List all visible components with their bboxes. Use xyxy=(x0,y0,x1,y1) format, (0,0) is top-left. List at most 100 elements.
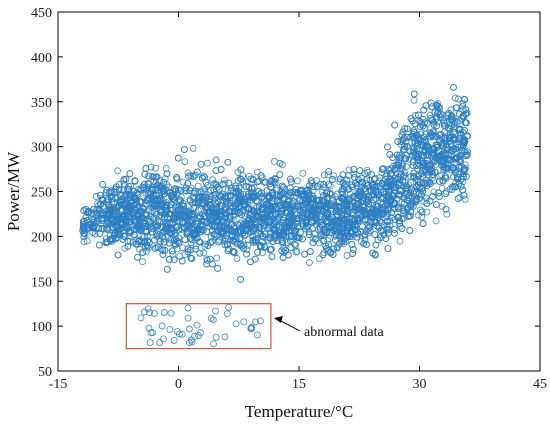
data-point xyxy=(293,177,301,185)
data-point xyxy=(132,217,140,225)
data-point xyxy=(340,182,348,190)
data-point xyxy=(266,194,274,202)
data-point xyxy=(362,228,370,236)
data-point xyxy=(350,170,358,178)
data-point xyxy=(445,109,453,117)
data-point xyxy=(257,172,265,180)
data-point xyxy=(421,137,428,145)
data-point xyxy=(115,201,123,209)
data-point xyxy=(125,227,133,235)
data-point xyxy=(83,237,91,245)
data-point xyxy=(121,199,129,207)
data-point xyxy=(270,203,278,211)
data-point xyxy=(131,205,139,213)
data-point xyxy=(174,238,182,246)
y-tick-label: 300 xyxy=(31,141,52,156)
data-point xyxy=(341,216,349,224)
data-point xyxy=(461,96,469,103)
data-point xyxy=(451,165,459,173)
data-point xyxy=(241,231,249,239)
abnormal-data-box xyxy=(125,303,272,350)
data-point xyxy=(240,241,248,249)
data-point xyxy=(181,158,189,166)
data-point xyxy=(419,122,427,130)
data-point xyxy=(459,112,467,120)
data-point xyxy=(212,307,219,315)
data-point xyxy=(97,215,105,223)
data-point xyxy=(327,248,334,256)
data-point xyxy=(331,236,339,244)
data-point xyxy=(117,218,125,226)
data-point xyxy=(79,224,87,232)
data-point xyxy=(368,170,376,178)
data-point xyxy=(287,192,295,200)
data-point xyxy=(299,192,307,200)
data-point xyxy=(346,196,354,204)
data-point xyxy=(394,161,402,169)
data-point xyxy=(146,309,154,317)
data-point xyxy=(383,213,391,221)
data-point xyxy=(166,239,173,247)
data-point xyxy=(316,223,324,231)
data-point xyxy=(170,214,178,222)
data-point xyxy=(230,249,238,257)
data-point xyxy=(413,162,420,170)
data-point xyxy=(410,169,418,177)
data-point xyxy=(294,217,302,225)
x-tick-label: 15 xyxy=(292,377,306,392)
data-point xyxy=(306,182,313,190)
data-point xyxy=(419,142,427,150)
data-point xyxy=(331,193,339,200)
data-point xyxy=(247,206,255,214)
data-point xyxy=(424,151,432,158)
data-point xyxy=(299,169,307,177)
data-point xyxy=(194,189,202,197)
data-point xyxy=(399,178,407,186)
data-point xyxy=(442,205,450,213)
data-point xyxy=(196,249,204,257)
data-point xyxy=(462,172,470,180)
data-point xyxy=(157,200,165,208)
data-point xyxy=(342,180,350,188)
data-point xyxy=(226,192,234,200)
data-point xyxy=(160,238,168,246)
data-point xyxy=(449,136,457,144)
data-point xyxy=(120,175,128,183)
data-point xyxy=(345,231,353,239)
data-point xyxy=(182,187,190,195)
data-point xyxy=(191,188,199,196)
data-point xyxy=(395,162,403,170)
data-point xyxy=(184,180,192,188)
data-point xyxy=(111,185,119,193)
data-point xyxy=(433,144,441,151)
y-tick-label: 100 xyxy=(31,320,52,335)
data-point xyxy=(429,116,437,124)
data-point xyxy=(437,130,445,138)
data-point xyxy=(105,201,113,209)
data-point xyxy=(426,166,434,174)
data-point xyxy=(224,158,232,166)
data-point xyxy=(318,188,326,196)
data-point xyxy=(97,200,105,208)
data-point xyxy=(427,129,434,137)
data-point xyxy=(435,147,443,155)
data-point xyxy=(169,194,177,202)
data-point xyxy=(418,213,426,221)
data-point xyxy=(144,196,152,204)
data-point xyxy=(99,180,107,188)
data-point xyxy=(438,184,446,192)
data-point xyxy=(179,178,187,186)
data-point xyxy=(239,229,247,237)
data-point xyxy=(109,217,117,225)
data-point xyxy=(184,314,192,322)
data-point xyxy=(153,181,161,189)
data-point xyxy=(214,264,222,272)
data-point xyxy=(428,152,435,160)
data-point xyxy=(122,175,130,183)
data-point xyxy=(344,210,352,218)
data-point xyxy=(420,106,428,114)
data-point xyxy=(391,121,399,129)
data-point xyxy=(449,173,457,181)
data-point xyxy=(419,115,427,123)
data-point xyxy=(169,191,177,199)
